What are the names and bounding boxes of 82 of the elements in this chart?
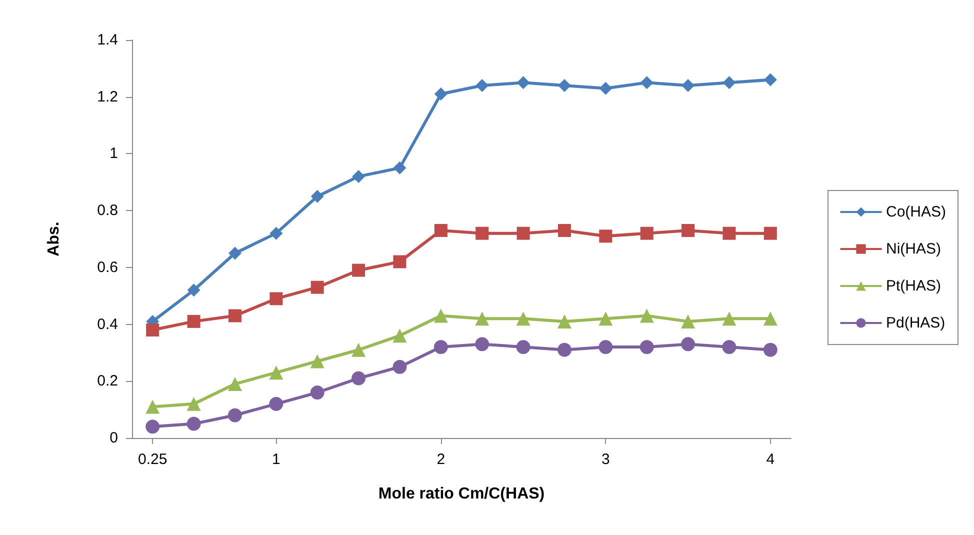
point: [722, 76, 736, 90]
legend-label: Pt(HAS): [886, 278, 942, 294]
point: [270, 226, 283, 240]
point: [640, 226, 654, 240]
point: [393, 161, 406, 174]
point: [228, 376, 242, 391]
point: [764, 73, 777, 86]
point: [476, 226, 489, 240]
point: [764, 226, 777, 240]
point: [146, 400, 160, 414]
point: [557, 342, 572, 357]
point: [352, 371, 366, 386]
point: [392, 328, 407, 343]
point: [434, 224, 448, 237]
point: [682, 78, 695, 92]
point: [558, 78, 571, 92]
point: [434, 88, 448, 101]
point: [228, 408, 242, 422]
point: [681, 314, 696, 328]
point: [310, 354, 324, 368]
legend-label: Ni(HAS): [886, 240, 941, 258]
point: [516, 312, 530, 326]
point: [476, 78, 489, 92]
x-tick-label: 4: [766, 451, 775, 468]
point: [558, 224, 571, 237]
point: [599, 82, 612, 95]
point: [640, 340, 654, 354]
y-tick-label: 1.4: [97, 32, 118, 48]
point: [146, 323, 160, 336]
point: [434, 308, 448, 323]
point: [598, 340, 613, 354]
point: [310, 190, 324, 203]
point: [186, 416, 201, 431]
y-tick-label: 1.2: [97, 88, 118, 106]
point: [516, 340, 530, 354]
point: [352, 264, 366, 277]
point: [187, 284, 200, 297]
point: [228, 246, 242, 260]
point: [186, 396, 201, 411]
y-tick-label: 0.8: [97, 202, 118, 220]
point: [640, 308, 654, 323]
point: [682, 224, 695, 237]
point: [187, 314, 200, 328]
point: [722, 226, 736, 240]
point: [598, 312, 613, 326]
x-tick-label: 3: [601, 451, 610, 468]
point: [146, 420, 160, 434]
point: [269, 366, 284, 380]
point: [270, 292, 283, 306]
point: [722, 340, 736, 354]
point: [763, 312, 778, 326]
x-axis-title: Mole ratio Cm/C(HAS): [378, 486, 545, 502]
point: [310, 280, 324, 294]
point: [475, 312, 490, 326]
point: [475, 337, 490, 352]
point: [310, 386, 324, 400]
point: [516, 76, 530, 90]
point: [763, 342, 778, 357]
legend-label: Co(HAS): [886, 204, 946, 220]
x-tick-label: 1: [272, 451, 280, 468]
point: [434, 340, 448, 354]
point: [640, 76, 654, 90]
point: [393, 255, 406, 268]
point: [352, 170, 366, 183]
legend-label: Pd(HAS): [886, 314, 946, 332]
x-tick-label: 2: [436, 451, 446, 468]
y-tick-label: 1: [110, 145, 118, 162]
y-tick-label: 0.4: [97, 316, 118, 333]
x-tick-label: 0.25: [138, 451, 168, 468]
y-tick-label: 0.2: [97, 372, 118, 390]
point: [269, 396, 284, 411]
point: [228, 309, 242, 322]
y-tick-label: 0: [110, 430, 118, 446]
point: [392, 360, 407, 374]
point: [516, 226, 530, 240]
y-tick-label: 0.6: [97, 258, 118, 276]
point: [599, 230, 612, 243]
point: [681, 337, 696, 352]
point: [352, 342, 366, 357]
point: [722, 312, 736, 326]
y-axis-title: Abs.: [46, 222, 62, 256]
point: [557, 314, 572, 328]
